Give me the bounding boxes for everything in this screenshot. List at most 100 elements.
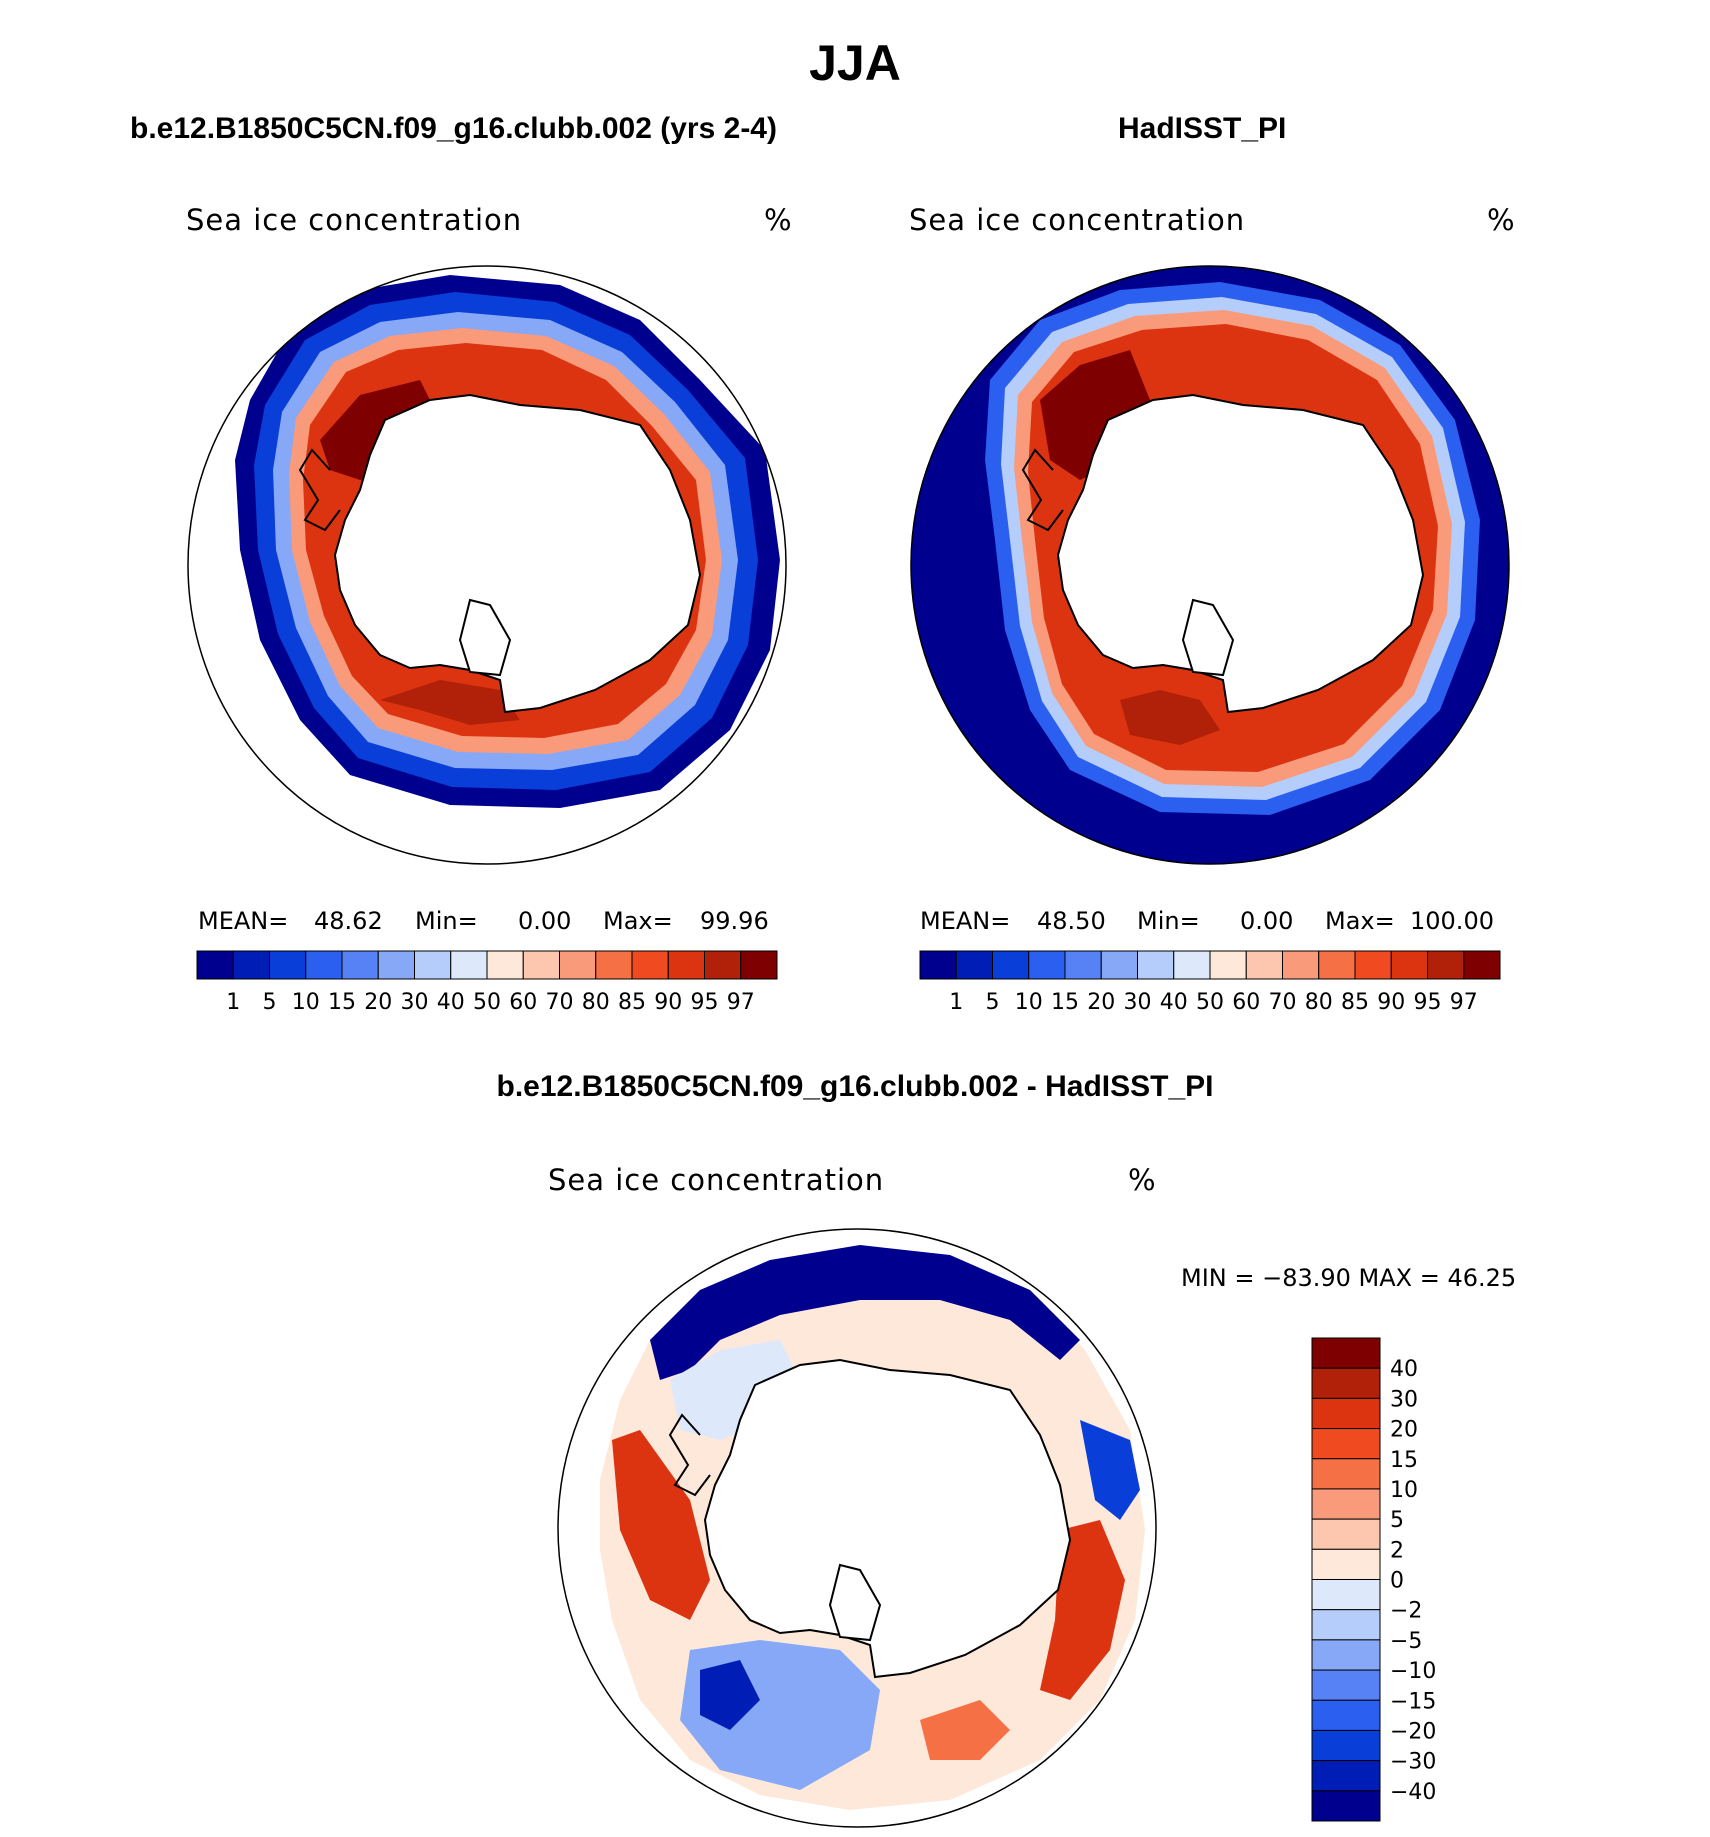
colorbar-tick-label: 5 [986, 990, 1000, 1015]
colorbar-box [1311, 1397, 1381, 1430]
difference-variable-label: Sea ice concentration [548, 1163, 885, 1197]
ross-ice-shelf [458, 598, 512, 677]
panel-2-map [910, 265, 1510, 865]
colorbar-tick-label: 70 [546, 990, 574, 1015]
colorbar-tick-label: 20 [1390, 1418, 1418, 1443]
colorbar-tick-label: 10 [1390, 1478, 1418, 1503]
ross-ice-shelf [828, 1563, 882, 1642]
colorbar-tick-label: 60 [509, 990, 537, 1015]
colorbar-tick-label: 40 [437, 990, 465, 1015]
panel-1-map [187, 265, 787, 865]
difference-minmax: MIN = −83.90 MAX = 46.25 [1181, 1264, 1517, 1292]
colorbar-tick-label: 40 [1390, 1357, 1418, 1382]
panel-1-min-value: 0.00 [518, 907, 572, 935]
colorbar-box [559, 950, 597, 980]
colorbar-tick-label: 95 [1414, 990, 1442, 1015]
diff-gain-west [612, 1430, 710, 1620]
panel-1-variable-label: Sea ice concentration [186, 203, 523, 237]
colorbar-tick-label: 40 [1160, 990, 1188, 1015]
colorbar-box [667, 950, 705, 980]
colorbar-tick-label: 30 [401, 990, 429, 1015]
colorbar-box [1209, 950, 1247, 980]
colorbar-tick-label: 1 [949, 990, 963, 1015]
colorbar-tick-label: 10 [1015, 990, 1043, 1015]
colorbar-tick-label: 80 [582, 990, 610, 1015]
colorbar-tick-label: −20 [1390, 1719, 1436, 1744]
colorbar-box [740, 950, 778, 980]
panel-2-mean-value: 48.50 [1037, 907, 1106, 935]
colorbar-tick-label: −10 [1390, 1659, 1436, 1684]
colorbar-box [1173, 950, 1211, 980]
main-title: JJA [809, 35, 901, 91]
antarctica-outline [703, 1358, 1072, 1679]
colorbar-box [955, 950, 993, 980]
antarctica-outline [333, 393, 702, 714]
colorbar-box [919, 950, 957, 980]
panel-2-mean-label: MEAN= [920, 907, 1011, 935]
colorbar-tick-label: 1 [226, 990, 240, 1015]
colorbar-box [196, 950, 234, 980]
panel-1-case-title: b.e12.B1850C5CN.f09_g16.clubb.002 (yrs 2… [130, 112, 777, 145]
panel-2-map-border [910, 265, 1510, 865]
colorbar-box [1390, 950, 1428, 980]
colorbar-box [595, 950, 633, 980]
colorbar-box [450, 950, 488, 980]
panel-2-units-label: % [1487, 203, 1516, 237]
colorbar-tick-label: 30 [1390, 1387, 1418, 1412]
colorbar-box [269, 950, 307, 980]
colorbar-tick-label: 97 [727, 990, 755, 1015]
colorbar-box [1245, 950, 1283, 980]
panel-2-variable-label: Sea ice concentration [909, 203, 1246, 237]
colorbar-tick-label: 15 [1390, 1448, 1418, 1473]
colorbar-tick-label: 10 [292, 990, 320, 1015]
panel-1-mean-label: MEAN= [198, 907, 289, 935]
panel-1-colorbar: 1 5 10 15 20 30 40 50 60 70 80 85 90 95 97 [196, 950, 778, 1015]
colorbar-tick-label: 90 [654, 990, 682, 1015]
colorbar-tick-label: 50 [1196, 990, 1224, 1015]
colorbar-tick-label: 15 [1051, 990, 1079, 1015]
colorbar-box [1311, 1548, 1381, 1580]
colorbar-box [1311, 1699, 1381, 1731]
difference-title: b.e12.B1850C5CN.f09_g16.clubb.002 - HadI… [496, 1070, 1214, 1103]
colorbar-box [1311, 1639, 1381, 1671]
antarctic-peninsula [1021, 448, 1064, 532]
colorbar-box [1354, 950, 1392, 980]
panel-1-units-label: % [764, 203, 793, 237]
colorbar-box [1427, 950, 1465, 980]
ice-core-ross [1120, 690, 1220, 745]
colorbar-tick-label: −2 [1390, 1599, 1422, 1624]
colorbar-tick-label: 50 [473, 990, 501, 1015]
colorbar-tick-label: 60 [1232, 990, 1260, 1015]
panel-2-min-value: 0.00 [1240, 907, 1294, 935]
antarctic-peninsula [668, 1413, 711, 1497]
colorbar-box [1318, 950, 1356, 980]
colorbar-tick-label: 85 [1341, 990, 1369, 1015]
colorbar-tick-label: 20 [1087, 990, 1115, 1015]
colorbar-box [232, 950, 270, 980]
colorbar-tick-label: 5 [263, 990, 277, 1015]
colorbar-box [1137, 950, 1175, 980]
colorbar-box [1463, 950, 1501, 980]
difference-units-label: % [1128, 1163, 1157, 1197]
colorbar-box [1311, 1337, 1381, 1369]
colorbar-tick-label: −5 [1390, 1629, 1422, 1654]
colorbar-tick-label: −15 [1390, 1689, 1436, 1714]
colorbar-box [1064, 950, 1102, 980]
panel-1-max-label: Max= [603, 907, 673, 935]
colorbar-box [1311, 1609, 1381, 1641]
colorbar-box [1311, 1458, 1381, 1490]
panel-1-map-border [187, 265, 787, 865]
colorbar-box [341, 950, 379, 980]
colorbar-box [414, 950, 452, 980]
colorbar-tick-label: 15 [328, 990, 356, 1015]
colorbar-tick-label: 95 [691, 990, 719, 1015]
colorbar-box [1311, 1518, 1381, 1550]
colorbar-tick-label: −40 [1390, 1780, 1436, 1805]
colorbar-box [486, 950, 524, 980]
colorbar-box [305, 950, 343, 980]
panel-1-mean-value: 48.62 [314, 907, 383, 935]
colorbar-box [992, 950, 1030, 980]
diff-loss-ross-core [700, 1660, 760, 1730]
